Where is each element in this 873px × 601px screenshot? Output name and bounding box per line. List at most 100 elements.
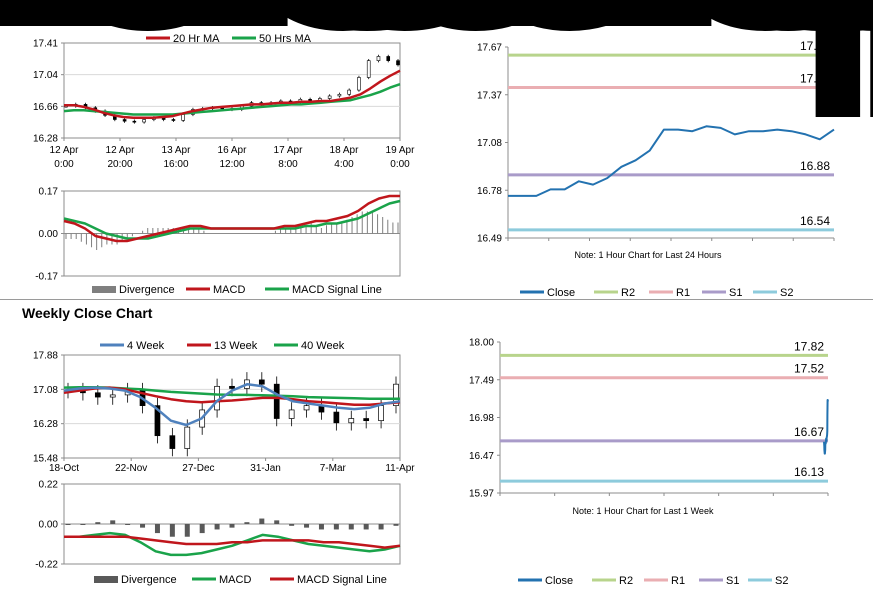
- weekly-levels-ytick: 15.97: [469, 489, 494, 500]
- weekly-divergence-bar: [125, 524, 131, 525]
- weekly-candle-body: [258, 379, 265, 385]
- hourly-levels-level-label-s1: 16.88: [800, 159, 830, 173]
- hourly-candle-body: [386, 56, 391, 61]
- weekly-divergence-bar: [333, 524, 339, 530]
- section-divider: [0, 299, 873, 300]
- weekly-candle-body: [94, 392, 101, 398]
- weekly-macd-ytick: -0.22: [35, 560, 58, 571]
- weekly-divergence-bar: [363, 524, 369, 530]
- weekly-levels-xtick-label: 20:00: [0, 0, 873, 134]
- weekly-divergence-bar: [65, 524, 71, 525]
- hourly-levels-legend-r1-label: R1: [676, 287, 690, 299]
- hourly-price-xtick-label: 0:00: [390, 159, 410, 170]
- weekly-candle-body: [363, 418, 370, 422]
- hourly-price-xtick-label: 4:00: [334, 159, 354, 170]
- hourly-levels-note: Note: 1 Hour Chart for Last 24 Hours: [574, 250, 722, 260]
- hourly-levels-xtick-label: 9:00: [574, 0, 605, 15]
- weekly-divergence-bar: [169, 524, 175, 537]
- weekly-macd-signal-line: [64, 535, 401, 549]
- weekly-candle-body: [333, 411, 340, 424]
- weekly-divergence-bar: [378, 524, 384, 530]
- weekly-divergence-bar: [289, 524, 295, 526]
- weekly-levels-legend-close-label: Close: [545, 575, 573, 587]
- weekly-levels-note: Note: 1 Hour Chart for Last 1 Week: [573, 506, 714, 516]
- hourly-levels-legend-r2-label: R2: [621, 287, 635, 299]
- weekly-divergence-bar: [154, 524, 160, 534]
- legend-weekly-divergence-swatch: [94, 576, 118, 583]
- hourly-levels-level-label-s2: 16.54: [800, 214, 830, 228]
- weekly-levels-xtick-label: 18 Apr: [42, 0, 873, 123]
- legend-hourly-macd-label: MACD: [213, 284, 245, 296]
- weekly-levels-xtick-label: 8:00: [226, 0, 873, 134]
- hourly-levels-close-line: [508, 125, 835, 197]
- hourly-price-xtick-label: 12 Apr: [50, 145, 80, 156]
- legend-hourly-macd-signal-label: MACD Signal Line: [292, 284, 382, 296]
- hourly-levels-ytick: 16.49: [477, 234, 502, 245]
- weekly-levels-xtick-label: 12:00: [31, 0, 873, 134]
- hourly-candle-body: [366, 60, 371, 78]
- weekly-levels-level-label-r1: 17.52: [794, 362, 824, 376]
- legend-4-week-label: 4 Week: [127, 340, 165, 352]
- weekly-price-ytick: 16.28: [33, 419, 58, 430]
- weekly-candle-body: [288, 409, 295, 419]
- weekly-price-xtick-label: 11-Apr: [385, 463, 415, 474]
- weekly-levels-xtick-label: 12 Apr: [0, 0, 873, 123]
- weekly-divergence-bar: [244, 522, 250, 524]
- weekly-price-xtick-label: 27-Dec: [182, 463, 214, 474]
- weekly-levels-xtick-label: 19 Apr: [97, 0, 873, 123]
- weekly-candle-body: [393, 383, 399, 406]
- weekly-divergence-bar: [229, 524, 235, 528]
- legend-50hrs-ma-label: 50 Hrs MA: [259, 33, 312, 45]
- hourly-price-ytick: 16.66: [33, 102, 58, 113]
- weekly-macd-ytick: 0.22: [39, 480, 59, 491]
- weekly-price-frame: [63, 354, 401, 459]
- hourly-candle-body: [171, 119, 176, 121]
- hourly-levels-xtick-label: 3:00: [818, 0, 849, 15]
- weekly-price-xtick-label: 7-Mar: [320, 463, 347, 474]
- weekly-candle-body: [273, 383, 280, 419]
- weekly-levels-xtick-label: 0:00: [336, 0, 873, 134]
- hourly-price-ytick: 17.04: [33, 70, 58, 81]
- weekly-divergence-bar: [95, 522, 101, 524]
- hourly-price-xtick-label: 8:00: [278, 159, 298, 170]
- weekly-levels-level-label-r2: 17.82: [794, 339, 824, 353]
- hourly-candle-body: [396, 60, 400, 66]
- hourly-price-xtick-label: 16 Apr: [218, 145, 248, 156]
- weekly-divergence-bar: [214, 524, 220, 530]
- weekly-levels-legend-s1-label: S1: [726, 575, 739, 587]
- hourly-levels-xtick-label: 3:00: [492, 0, 523, 15]
- weekly-levels-ytick: 17.49: [469, 375, 494, 386]
- hourly-candle-body: [337, 93, 342, 97]
- hourly-20hr-ma-line: [64, 69, 401, 120]
- weekly-price-ytick: 17.08: [33, 385, 58, 396]
- weekly-levels-ytick: 16.47: [469, 451, 494, 462]
- weekly-divergence-bar: [80, 524, 86, 525]
- weekly-levels-xtick-label: 0:00: [8, 0, 873, 134]
- weekly-price-xtick-label: 22-Nov: [115, 463, 147, 474]
- weekly-candle-body: [184, 426, 191, 449]
- weekly-candle-body: [169, 435, 176, 449]
- hourly-price-ytick: 16.28: [33, 134, 58, 145]
- weekly-levels-legend-s2-label: S2: [775, 575, 788, 587]
- weekly-section-title: Weekly Close Chart: [22, 305, 153, 321]
- weekly-divergence-bar: [318, 524, 324, 530]
- weekly-candle-body: [303, 405, 310, 411]
- hourly-candle-body: [376, 56, 381, 61]
- weekly-price-xtick-label: 18-Oct: [49, 463, 79, 474]
- hourly-macd-line: [63, 194, 400, 243]
- hourly-levels-level-label-r2: 17.62: [800, 39, 830, 53]
- weekly-candle-body: [109, 394, 116, 398]
- weekly-candle-body: [348, 418, 355, 424]
- hourly-levels-legend-s1-label: S1: [729, 287, 742, 299]
- weekly-levels-xtick-label: 17 Apr: [0, 0, 873, 123]
- weekly-levels-xtick-label: 4:00: [281, 0, 873, 134]
- weekly-levels-level-label-s2: 16.13: [794, 465, 824, 479]
- weekly-divergence-bar: [110, 520, 116, 524]
- weekly-divergence-bar: [393, 524, 399, 526]
- weekly-candle-body: [214, 385, 220, 411]
- legend-hourly-divergence-swatch: [92, 286, 116, 293]
- weekly-levels-xtick-label: 13 Apr: [0, 0, 873, 123]
- legend-40-week-label: 40 Week: [301, 340, 345, 352]
- hourly-price-xtick-label: 18 Apr: [330, 145, 360, 156]
